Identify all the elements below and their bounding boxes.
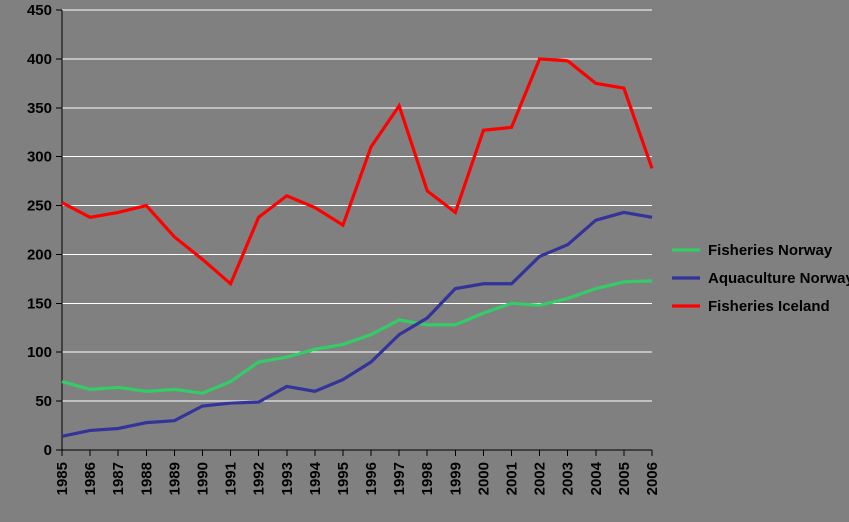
y-tick-label: 0 bbox=[44, 442, 52, 459]
x-tick-text: 1990 bbox=[194, 462, 211, 495]
x-tick-text: 1997 bbox=[391, 462, 408, 495]
y-tick-text: 400 bbox=[27, 51, 52, 68]
x-tick-text: 1988 bbox=[138, 462, 155, 495]
x-tick-label: 1986 bbox=[82, 462, 99, 495]
x-tick-text: 1987 bbox=[110, 462, 127, 495]
y-tick-text: 0 bbox=[44, 442, 52, 459]
y-tick-text: 150 bbox=[27, 295, 52, 312]
x-tick-text: 2002 bbox=[532, 462, 549, 495]
x-tick-text: 2000 bbox=[475, 462, 492, 495]
x-tick-label: 1993 bbox=[279, 462, 296, 495]
x-tick-label: 2002 bbox=[532, 462, 549, 495]
x-tick-label: 1994 bbox=[307, 461, 324, 495]
y-tick-label: 350 bbox=[27, 100, 52, 117]
x-tick-text: 1995 bbox=[335, 462, 352, 495]
x-tick-text: 1996 bbox=[363, 462, 380, 495]
y-tick-label: 150 bbox=[27, 295, 52, 312]
x-tick-label: 1997 bbox=[391, 462, 408, 495]
x-tick-label: 1991 bbox=[223, 462, 240, 495]
x-tick-label: 2004 bbox=[588, 461, 605, 495]
series-fisheries_norway bbox=[62, 281, 652, 393]
x-tick-text: 2003 bbox=[560, 462, 577, 495]
y-tick-text: 200 bbox=[27, 246, 52, 263]
x-tick-text: 1999 bbox=[447, 462, 464, 495]
y-tick-label: 300 bbox=[27, 149, 52, 166]
x-tick-label: 2001 bbox=[504, 462, 521, 495]
x-tick-text: 2006 bbox=[644, 462, 661, 495]
x-tick-label: 1998 bbox=[419, 462, 436, 495]
legend-label-aquaculture_norway: Aquaculture Norway bbox=[708, 270, 849, 287]
x-tick-label: 1995 bbox=[335, 462, 352, 495]
x-tick-label: 1996 bbox=[363, 462, 380, 495]
line-chart: { "chart": { "type": "line", "background… bbox=[0, 0, 849, 522]
y-tick-text: 450 bbox=[27, 2, 52, 19]
y-tick-text: 350 bbox=[27, 100, 52, 117]
y-tick-label: 450 bbox=[27, 2, 52, 19]
x-tick-text: 1998 bbox=[419, 462, 436, 495]
x-tick-label: 1992 bbox=[251, 462, 268, 495]
series-aquaculture_norway bbox=[62, 212, 652, 436]
y-tick-label: 50 bbox=[35, 393, 52, 410]
x-tick-text: 1989 bbox=[166, 462, 183, 495]
x-tick-text: 2001 bbox=[504, 462, 521, 495]
x-tick-label: 1987 bbox=[110, 462, 127, 495]
x-tick-label: 2005 bbox=[616, 462, 633, 495]
y-tick-label: 400 bbox=[27, 51, 52, 68]
x-tick-label: 1989 bbox=[166, 462, 183, 495]
y-tick-label: 100 bbox=[27, 344, 52, 361]
y-tick-label: 250 bbox=[27, 198, 52, 215]
x-tick-text: 2005 bbox=[616, 462, 633, 495]
x-tick-label: 1985 bbox=[54, 462, 71, 495]
x-tick-label: 2006 bbox=[644, 462, 661, 495]
x-tick-label: 1988 bbox=[138, 462, 155, 495]
y-tick-text: 100 bbox=[27, 344, 52, 361]
y-tick-text: 250 bbox=[27, 198, 52, 215]
x-tick-text: 1994 bbox=[307, 461, 324, 495]
x-tick-text: 1985 bbox=[54, 462, 71, 495]
x-tick-label: 1999 bbox=[447, 462, 464, 495]
x-tick-text: 2004 bbox=[588, 461, 605, 495]
y-tick-text: 50 bbox=[35, 393, 52, 410]
series-fisheries_iceland bbox=[62, 59, 652, 284]
x-tick-text: 1993 bbox=[279, 462, 296, 495]
y-tick-text: 300 bbox=[27, 149, 52, 166]
x-tick-label: 2000 bbox=[475, 462, 492, 495]
x-tick-text: 1991 bbox=[223, 462, 240, 495]
x-tick-text: 1986 bbox=[82, 462, 99, 495]
chart-svg: 0 50 100 150 200 250 300 350 400 450 1985 1986 1987 1… bbox=[0, 0, 849, 522]
x-tick-label: 1990 bbox=[194, 462, 211, 495]
x-tick-text: 1992 bbox=[251, 462, 268, 495]
legend-label-fisheries_iceland: Fisheries Iceland bbox=[708, 298, 830, 315]
y-tick-label: 200 bbox=[27, 246, 52, 263]
legend-label-fisheries_norway: Fisheries Norway bbox=[708, 242, 833, 259]
x-tick-label: 2003 bbox=[560, 462, 577, 495]
